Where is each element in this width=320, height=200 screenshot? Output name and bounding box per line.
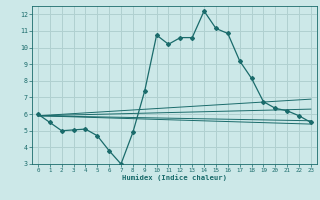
X-axis label: Humidex (Indice chaleur): Humidex (Indice chaleur) — [122, 175, 227, 181]
